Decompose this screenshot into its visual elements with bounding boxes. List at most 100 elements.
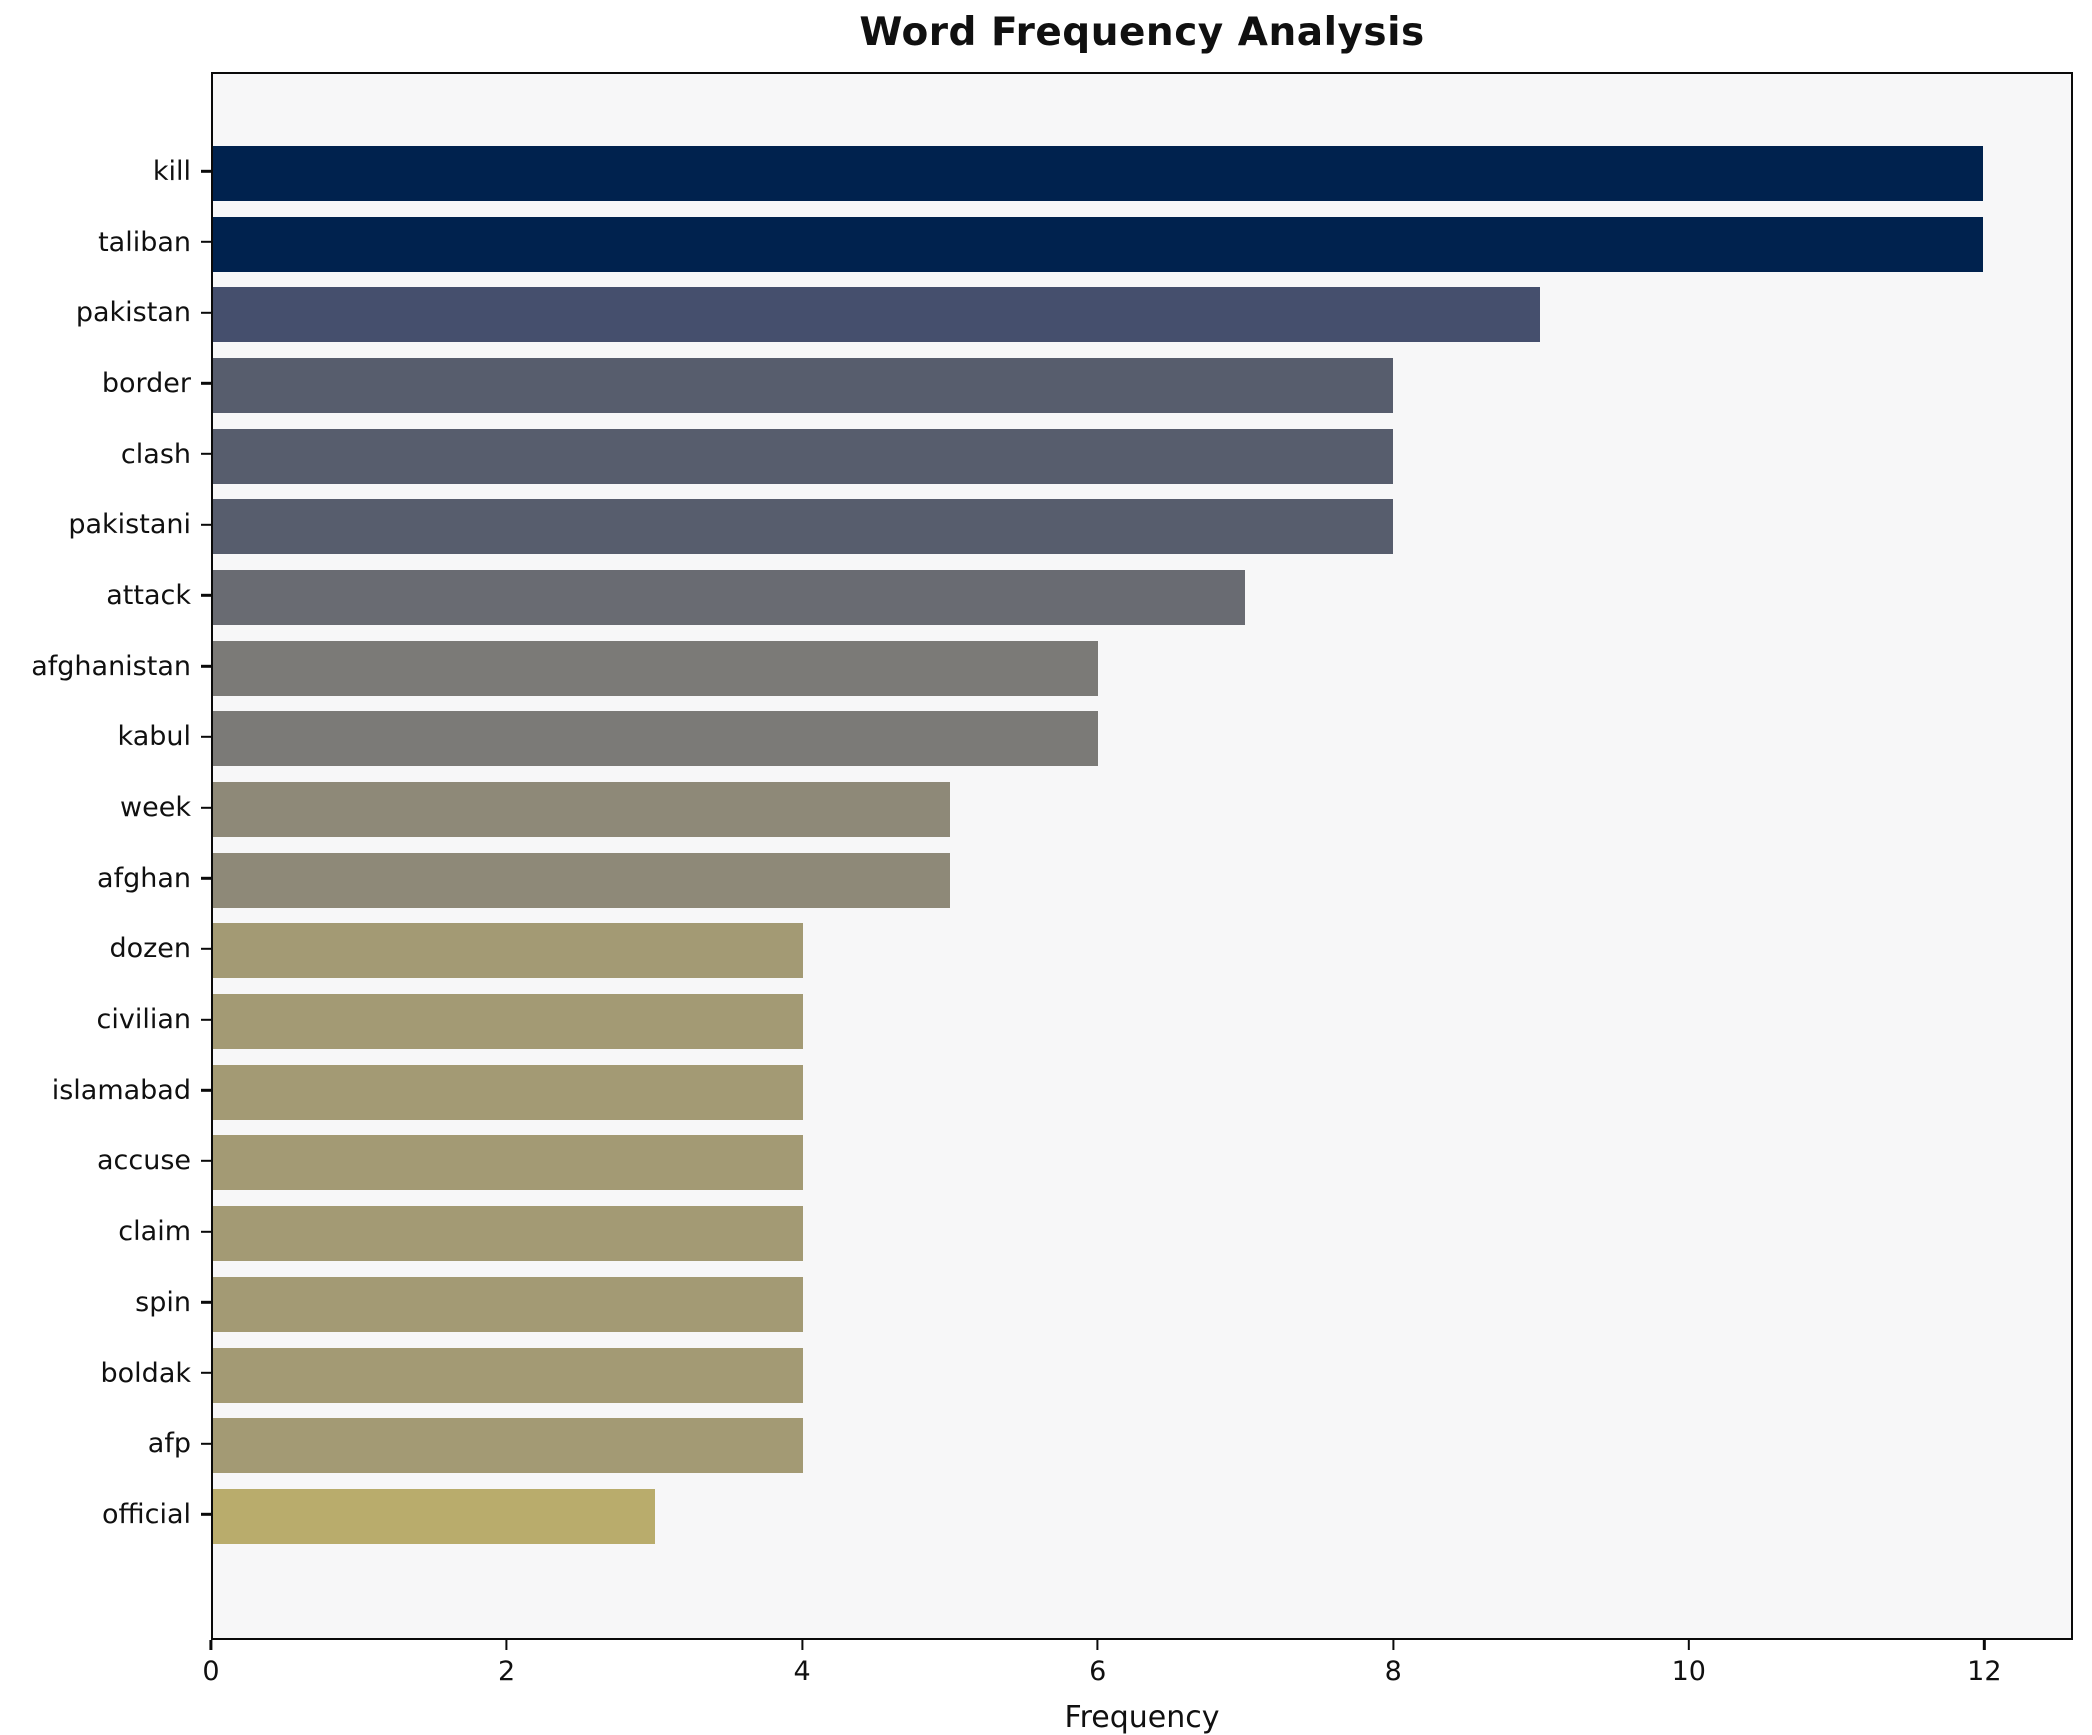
y-label-dozen: dozen [109, 933, 191, 965]
y-tick-mark [201, 1513, 211, 1516]
y-label-row: afghan [0, 843, 211, 914]
y-label-kill: kill [152, 155, 191, 187]
y-tick-mark [201, 1230, 211, 1233]
y-label-official: official [101, 1498, 191, 1530]
bar-islamabad [213, 1064, 803, 1120]
y-tick-mark [201, 1442, 211, 1445]
y-label-row: week [0, 772, 211, 843]
chart-title: Word Frequency Analysis [859, 10, 1425, 55]
bar-afghan [213, 852, 951, 908]
y-label-row: taliban [0, 207, 211, 278]
bar-taliban [213, 216, 1983, 272]
y-tick-mark [201, 1089, 211, 1092]
y-label-afp: afp [147, 1428, 191, 1460]
y-tick-mark [201, 382, 211, 385]
x-tick-mark [505, 1640, 508, 1650]
y-label-row: afp [0, 1408, 211, 1479]
bar-dozen [213, 923, 803, 979]
bar-row [213, 1198, 2071, 1269]
y-label-row: claim [0, 1196, 211, 1267]
bar-civilian [213, 994, 803, 1050]
y-label-clash: clash [120, 438, 191, 470]
bar-kill [213, 145, 1983, 201]
bar-row [213, 209, 2071, 280]
y-tick-mark [201, 735, 211, 739]
y-tick-mark [201, 1371, 211, 1375]
x-tick-10: 10 [1672, 1640, 1706, 1685]
y-tick-mark [201, 877, 211, 880]
bar-pakistan [213, 287, 1541, 343]
x-tick-4: 4 [794, 1640, 811, 1685]
bar-week [213, 782, 951, 838]
y-label-taliban: taliban [98, 226, 191, 258]
y-label-claim: claim [118, 1216, 191, 1248]
bar-row [213, 916, 2071, 987]
y-tick-mark [201, 1159, 211, 1163]
y-label-row: dozen [0, 914, 211, 985]
y-label-row: civilian [0, 984, 211, 1055]
bar-clash [213, 428, 1393, 484]
x-tick-label: 12 [1967, 1656, 2002, 1687]
y-label-pakistani: pakistani [68, 509, 191, 541]
bar-row [213, 1057, 2071, 1128]
y-tick-mark [201, 594, 211, 597]
x-tick-label: 0 [202, 1656, 220, 1687]
y-label-row: spin [0, 1267, 211, 1338]
bars-container [213, 74, 2071, 1638]
bar-row [213, 986, 2071, 1057]
y-label-row: islamabad [0, 1055, 211, 1126]
x-tick-0: 0 [202, 1640, 220, 1687]
y-tick-mark [201, 311, 211, 314]
y-tick-mark [201, 806, 211, 809]
y-label-boldak: boldak [100, 1357, 191, 1389]
bar-row [213, 845, 2071, 916]
y-tick-mark [201, 170, 211, 173]
bar-row [213, 421, 2071, 492]
bar-row [213, 138, 2071, 209]
x-tick-label: 2 [497, 1656, 516, 1687]
bar-border [213, 357, 1393, 413]
y-label-accuse: accuse [96, 1145, 191, 1177]
y-label-row: kill [0, 136, 211, 207]
y-label-civilian: civilian [96, 1004, 192, 1036]
x-axis: 0 2 4 6 8 10 12 [202, 1640, 2073, 1720]
bar-claim [213, 1206, 803, 1262]
x-tick-6: 6 [1089, 1640, 1106, 1685]
x-tick-label: 4 [793, 1656, 811, 1687]
x-tick-label: 8 [1384, 1656, 1402, 1687]
y-label-row: pakistani [0, 489, 211, 560]
y-tick-mark [201, 240, 211, 244]
y-label-attack: attack [106, 579, 191, 611]
x-tick-2: 2 [498, 1640, 515, 1685]
y-tick-mark [201, 523, 211, 526]
y-label-pakistan: pakistan [75, 297, 191, 329]
y-axis-labels: kill taliban pakistan border clash pakistani a… [0, 72, 211, 1640]
y-tick-mark [201, 1018, 211, 1021]
bar-pakistani [213, 499, 1393, 555]
y-label-row: kabul [0, 702, 211, 773]
bar-row [213, 1340, 2071, 1411]
bar-afp [213, 1418, 803, 1474]
plot-area [211, 72, 2073, 1640]
y-tick-mark [201, 1301, 211, 1304]
y-label-afghan: afghan [97, 862, 191, 894]
x-tick-8: 8 [1385, 1640, 1402, 1685]
bar-attack [213, 569, 1246, 625]
y-label-row: official [0, 1479, 211, 1550]
x-tick-mark [800, 1640, 804, 1650]
bar-row [213, 279, 2071, 350]
bar-row [213, 1410, 2071, 1481]
y-label-border: border [101, 367, 191, 399]
y-label-row: pakistan [0, 277, 211, 348]
bar-row [213, 491, 2071, 562]
bar-row [213, 704, 2071, 775]
y-tick-mark [201, 664, 211, 668]
x-axis-title: Frequency [1064, 1700, 1220, 1735]
y-label-row: border [0, 348, 211, 419]
bar-row [213, 1269, 2071, 1340]
y-label-islamabad: islamabad [51, 1074, 191, 1106]
bar-official [213, 1488, 656, 1544]
y-label-row: accuse [0, 1126, 211, 1197]
x-tick-label: 6 [1089, 1656, 1107, 1687]
